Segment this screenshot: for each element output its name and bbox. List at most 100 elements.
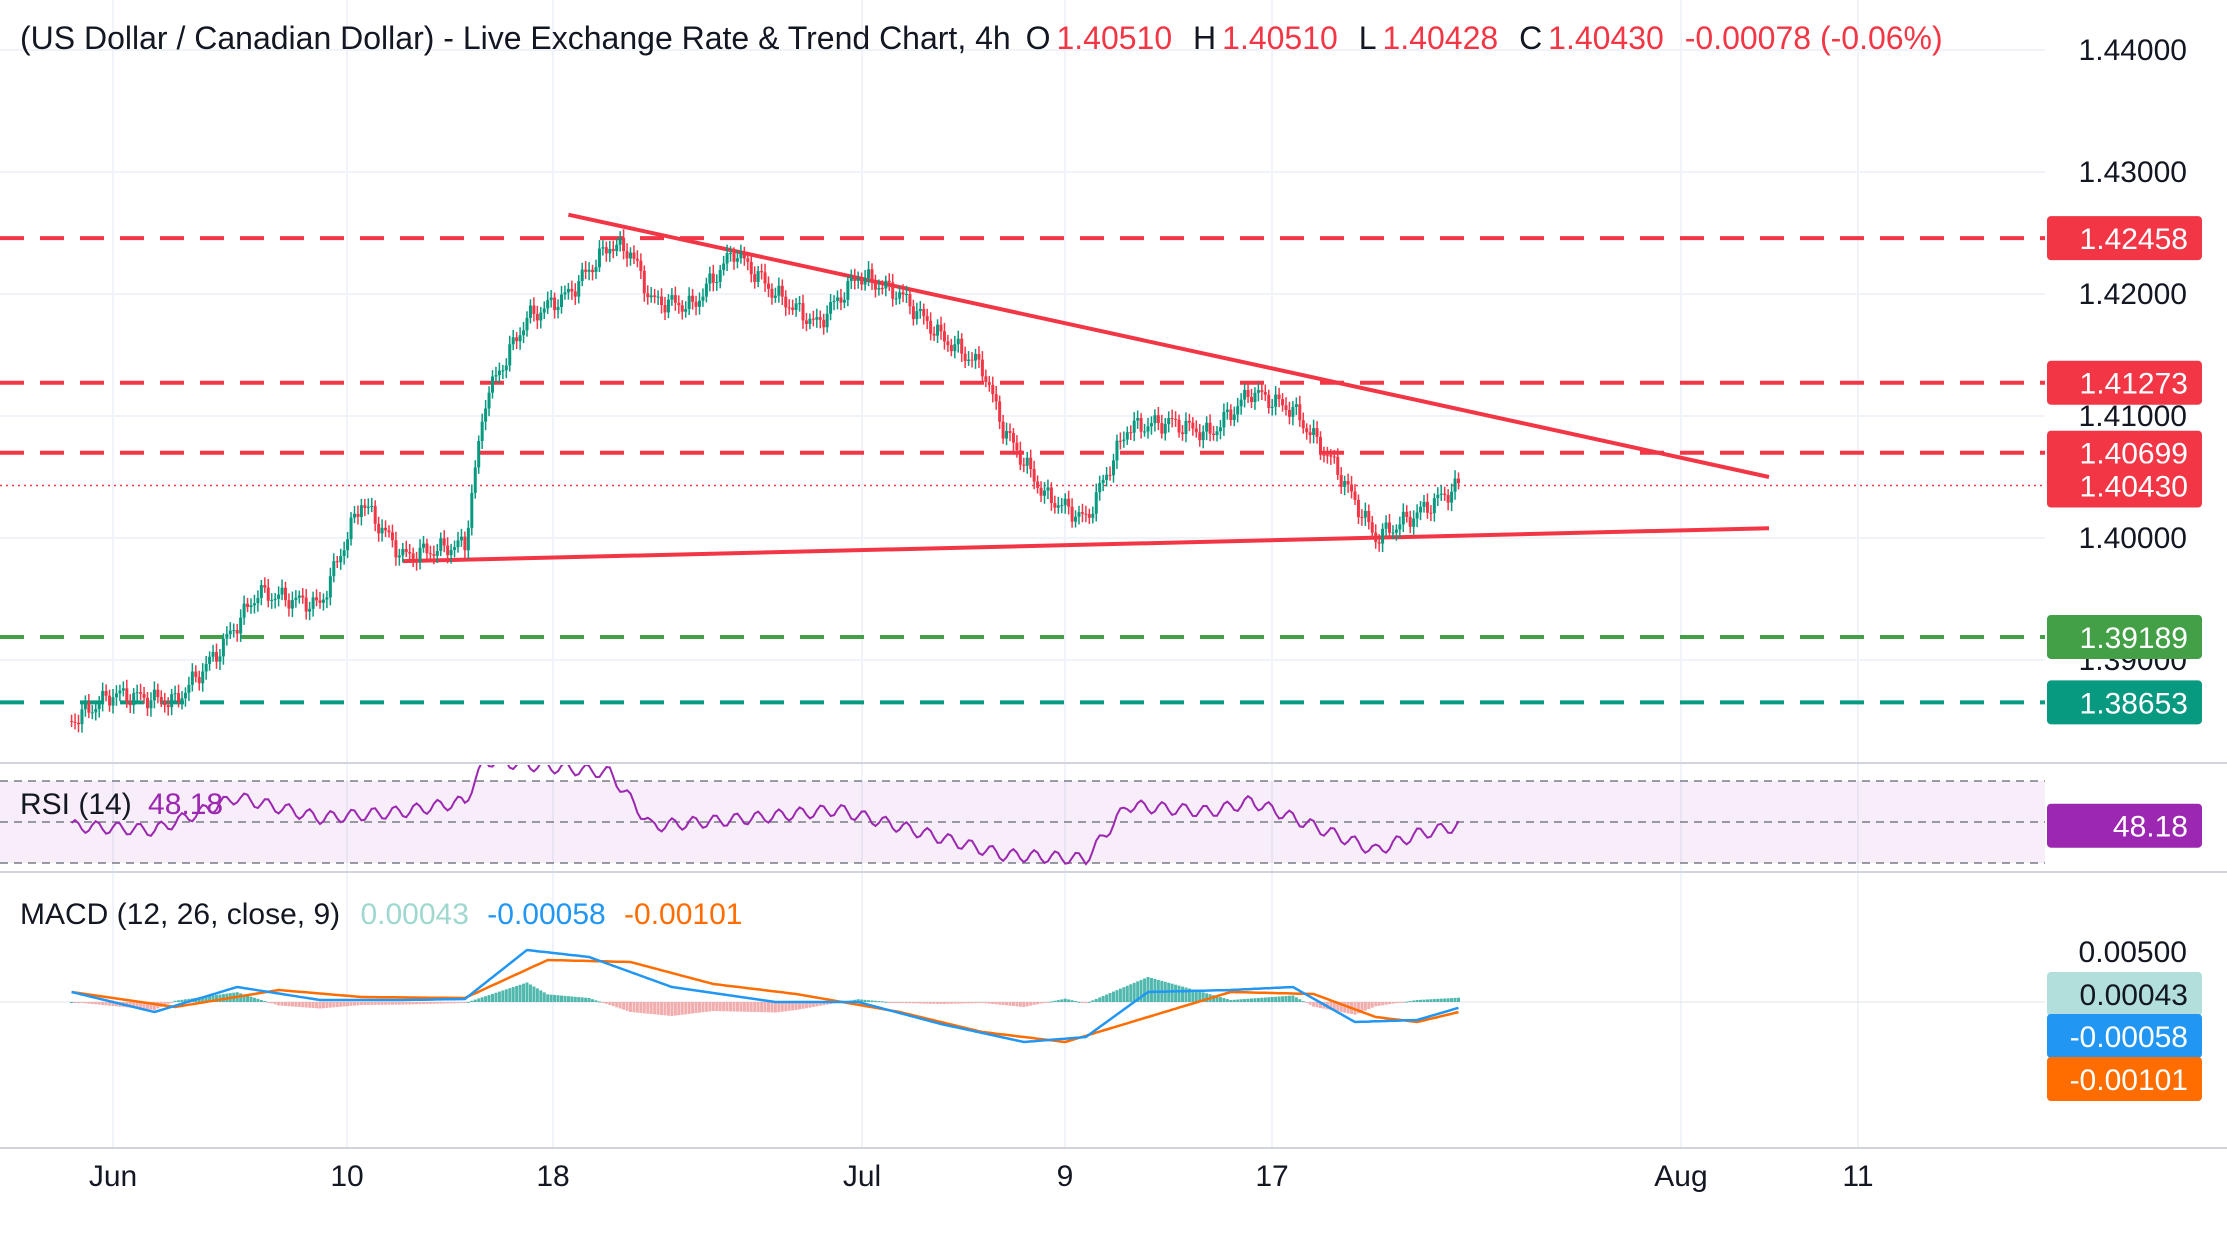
time-axis: Jun 10 18 Jul 9 17 Aug 11 — [89, 1160, 1874, 1193]
candle-body — [332, 561, 336, 577]
macd-histogram-bar — [1049, 1001, 1053, 1003]
candle-body — [980, 359, 984, 377]
rsi-value: 48.18 — [148, 788, 224, 821]
candle-body — [211, 652, 215, 657]
macd-line — [71, 948, 1459, 1044]
candle-body — [387, 530, 391, 533]
candle-body — [384, 527, 388, 531]
macd-histogram-bar — [359, 1002, 363, 1005]
candle-body — [611, 248, 615, 252]
candle-body — [439, 538, 443, 551]
macd-histogram-bar — [725, 1002, 729, 1012]
macd-histogram-bar — [1291, 995, 1295, 1002]
candle-body — [163, 701, 167, 706]
candle-body — [732, 253, 736, 262]
candle-body — [359, 505, 363, 517]
candle-body — [180, 698, 184, 702]
candle-body — [1391, 532, 1395, 534]
candle-body — [1094, 492, 1098, 514]
candle-body — [1132, 420, 1136, 433]
macd-panel — [0, 948, 2045, 1044]
macd-histogram-bar — [411, 1002, 415, 1005]
macd-histogram-bar — [780, 1002, 784, 1012]
candle-body — [1439, 493, 1443, 495]
candle-body — [111, 697, 115, 706]
candle-body — [491, 376, 494, 393]
candle-body — [101, 691, 105, 704]
candle-body — [905, 294, 908, 296]
ohlc-low: L 1.40428 — [1358, 20, 1499, 56]
candle-body — [898, 292, 902, 299]
macd-histogram-bar — [428, 1002, 432, 1004]
candle-body — [1143, 431, 1147, 433]
candle-body — [1274, 394, 1278, 407]
macd-histogram-bar — [601, 1002, 605, 1003]
macd-histogram-bar — [1250, 998, 1253, 1002]
trendline — [567, 212, 1770, 479]
candle-body — [1049, 487, 1053, 504]
candle-body — [1343, 481, 1347, 487]
time-tick-label: 10 — [330, 1160, 363, 1193]
macd-histogram-bar — [301, 1002, 305, 1008]
macd-histogram-bar — [263, 1001, 267, 1003]
macd-histogram-bar — [953, 1002, 957, 1004]
macd-histogram-bar — [149, 1002, 153, 1010]
candle-body — [1384, 522, 1388, 529]
candle-body — [1339, 474, 1343, 487]
macd-histogram-bar — [290, 1002, 294, 1007]
macd-histogram-bar — [932, 1002, 936, 1004]
candle-body — [408, 552, 412, 554]
macd-histogram-bar — [1267, 997, 1271, 1002]
candle-body — [1315, 428, 1319, 437]
macd-histogram-bar — [346, 1002, 350, 1007]
macd-label: MACD (12, 26, close, 9) — [20, 898, 341, 931]
macd-histogram-bar — [373, 1002, 377, 1005]
macd-histogram-bar — [1101, 995, 1105, 1002]
candle-body — [846, 280, 850, 300]
candle-body — [94, 709, 98, 713]
candle-body — [1087, 514, 1091, 518]
macd-histogram-bar — [815, 1002, 819, 1007]
ohlc-open: O 1.40510 — [1025, 20, 1173, 56]
candle-body — [622, 237, 626, 252]
macd-histogram-bar — [1439, 998, 1443, 1002]
candle-body — [515, 337, 519, 342]
macd-histogram-bar — [1105, 994, 1109, 1002]
candle-body — [218, 656, 222, 662]
level-lines — [0, 236, 2045, 705]
candle-body — [1046, 487, 1050, 491]
macd-histogram-bar — [1398, 1002, 1402, 1003]
last-price-tag-text: 1.40430 — [2080, 471, 2188, 504]
macd-histogram-bar — [625, 1002, 629, 1011]
macd-histogram-bar — [335, 1002, 339, 1008]
candle-body — [911, 306, 915, 320]
candle-body — [1398, 524, 1402, 530]
candle-body — [949, 345, 953, 352]
macd-histogram-bar — [1446, 998, 1450, 1002]
candle-body — [1149, 423, 1153, 427]
macd-histogram-bar — [259, 999, 263, 1002]
candle-body — [760, 271, 764, 273]
macd-histogram-bar — [370, 1002, 374, 1005]
macd-histogram-bar — [1284, 996, 1288, 1002]
candle-body — [1436, 494, 1440, 499]
macd-histogram-bar — [239, 993, 243, 1002]
candle-body — [960, 338, 964, 354]
candle-body — [1443, 493, 1447, 496]
candle-body — [215, 652, 218, 662]
candle-body — [1198, 432, 1202, 441]
candle-body — [208, 656, 212, 664]
macd-histogram-bar — [252, 997, 256, 1002]
candle-body — [335, 561, 339, 563]
macd-histogram-bar — [1139, 979, 1143, 1002]
candle-body — [639, 260, 643, 271]
rsi-panel — [0, 765, 2045, 866]
candle-body — [118, 690, 122, 694]
macd-histogram-bar — [1408, 1001, 1412, 1003]
candle-body — [77, 722, 80, 725]
macd-histogram-bar — [246, 995, 250, 1002]
macd-histogram-bar — [1094, 998, 1098, 1002]
candle-body — [656, 296, 660, 298]
candle-body — [1336, 456, 1340, 475]
